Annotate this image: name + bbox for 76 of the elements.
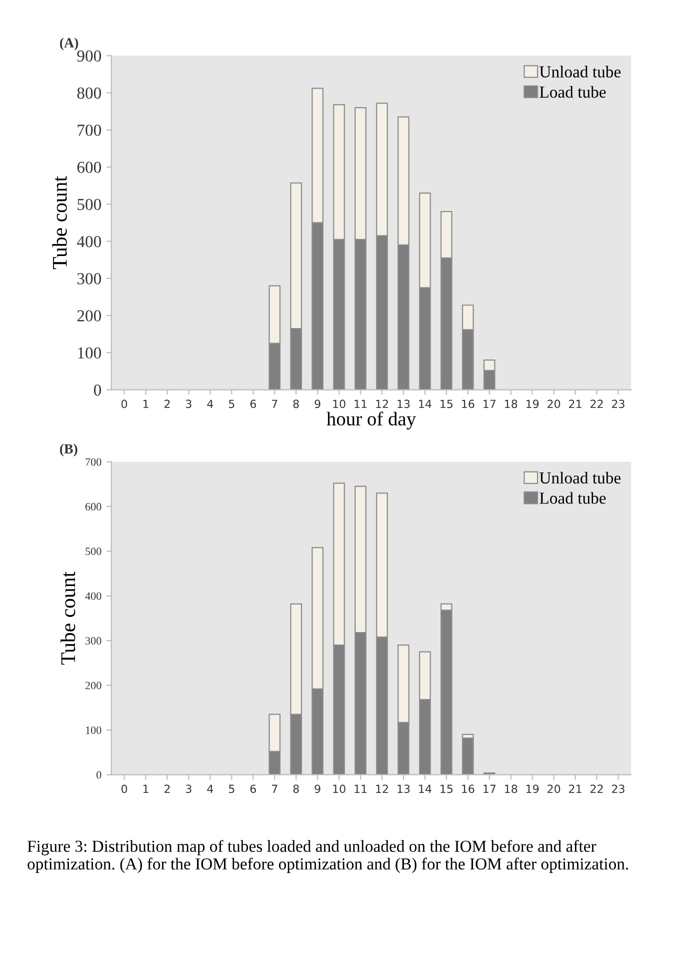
x-tick-label: 9 xyxy=(314,784,320,794)
x-tick-label: 15 xyxy=(440,400,453,408)
x-tick-label: 11 xyxy=(354,784,367,793)
y-tick-label: 300 xyxy=(77,273,102,284)
x-tick-label: 2 xyxy=(164,400,170,408)
x-tick-label: 10 xyxy=(333,400,346,408)
x-tick-label: 15 xyxy=(440,784,453,794)
chart-title: (B) xyxy=(60,444,78,456)
y-tick-label: 100 xyxy=(86,726,102,734)
x-tick-label: 1 xyxy=(143,400,148,408)
x-tick-label: 2 xyxy=(164,784,170,793)
y-tick-label: 200 xyxy=(85,682,102,690)
x-tick-label: 3 xyxy=(186,784,192,794)
x-tick-label: 0 xyxy=(121,784,128,794)
x-tick-label: 20 xyxy=(548,400,560,408)
x-tick-label: 17 xyxy=(484,784,496,793)
x-tick-label: 22 xyxy=(590,400,603,408)
x-tick-label: 14 xyxy=(419,784,432,793)
chart-title: (A) xyxy=(60,38,78,50)
y-tick-label: 500 xyxy=(78,198,102,210)
x-tick-label: 9 xyxy=(314,400,320,408)
y-tick-label: 0 xyxy=(94,384,102,396)
x-tick-label: 3 xyxy=(186,400,192,408)
y-tick-label: 400 xyxy=(85,592,102,600)
y-tick-label: 0 xyxy=(96,771,102,779)
x-tick-label: 13 xyxy=(398,400,410,408)
y-tick-label: 200 xyxy=(77,310,102,322)
x-tick-label: 21 xyxy=(569,400,582,408)
y-tick-label: 700 xyxy=(78,124,102,136)
x-tick-label: 6 xyxy=(250,400,256,408)
x-tick-label: 7 xyxy=(272,400,278,408)
x-tick-label: 19 xyxy=(526,784,539,794)
x-tick-label: 11 xyxy=(354,400,367,408)
legend-label: Unload tube xyxy=(540,66,621,78)
x-tick-label: 18 xyxy=(505,400,518,408)
x-tick-label: 8 xyxy=(293,400,299,408)
legend-label: Load tube xyxy=(540,86,606,98)
x-tick-label: 6 xyxy=(250,784,256,794)
x-tick-label: 12 xyxy=(376,400,388,408)
y-tick-label: 300 xyxy=(86,637,102,645)
x-tick-label: 5 xyxy=(228,784,234,794)
x-tick-label: 16 xyxy=(462,784,474,794)
x-tick-label: 14 xyxy=(419,400,432,408)
x-tick-label: 1 xyxy=(143,784,148,793)
y-tick-label: 700 xyxy=(86,458,102,466)
x-tick-label: 7 xyxy=(272,784,278,793)
x-tick-label: 16 xyxy=(462,400,474,408)
caption: Figure 3: Distribution map of tubes loaded and unloaded on the IOM before and after optimization. (A) for the IOM before optimization and (B) for the IOM after optimization. xyxy=(27,840,628,873)
x-tick-label: 19 xyxy=(526,400,539,408)
y-tick-label: 600 xyxy=(77,162,102,173)
x-tick-label: 21 xyxy=(569,784,582,793)
x-tick-label: 5 xyxy=(228,400,234,408)
x-axis-title: hour of day xyxy=(326,412,416,430)
y-axis-title: Tube count xyxy=(52,176,67,270)
legend-label: Load tube xyxy=(540,492,606,504)
legend-label: Unload tube xyxy=(540,472,621,484)
x-tick-label: 23 xyxy=(612,784,624,794)
y-axis-title: Tube count xyxy=(60,572,76,665)
y-tick-label: 800 xyxy=(77,88,102,99)
y-tick-label: 600 xyxy=(85,502,102,510)
x-tick-label: 8 xyxy=(293,784,299,794)
x-tick-label: 12 xyxy=(376,784,388,793)
x-tick-label: 23 xyxy=(612,400,624,408)
x-tick-label: 4 xyxy=(207,400,214,408)
y-tick-label: 100 xyxy=(78,347,102,359)
x-tick-label: 10 xyxy=(333,784,346,794)
x-tick-label: 13 xyxy=(398,784,410,794)
x-tick-label: 4 xyxy=(207,784,214,793)
x-tick-label: 0 xyxy=(121,400,128,408)
y-tick-label: 400 xyxy=(76,236,102,248)
x-tick-label: 22 xyxy=(590,784,603,793)
x-tick-label: 17 xyxy=(484,400,496,408)
y-tick-label: 900 xyxy=(77,50,102,62)
x-tick-label: 18 xyxy=(505,784,518,794)
x-tick-label: 20 xyxy=(548,784,560,794)
y-tick-label: 500 xyxy=(86,548,102,556)
